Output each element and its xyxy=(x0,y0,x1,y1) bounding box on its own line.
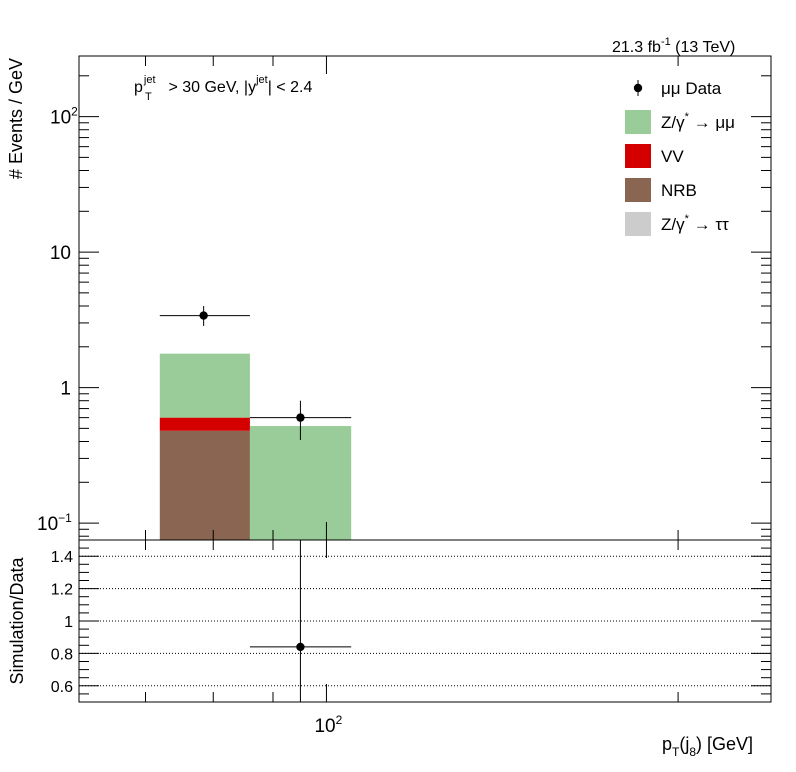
ratio-y-tick-label: 1 xyxy=(64,614,73,631)
y-tick-label: 1 xyxy=(60,379,71,400)
legend-label-0: μμ Data xyxy=(661,79,722,98)
ratio-y-tick-label: 0.8 xyxy=(51,646,73,663)
y-axis-title: # Events / GeV xyxy=(6,58,26,179)
bar-z-bin1 xyxy=(249,426,352,540)
ratio-plot: 0.6 0.8 1 1.2 1.4 102 Simulation/Data pT(j8) [G… xyxy=(7,539,772,759)
bar-nrb-bin0 xyxy=(159,430,250,540)
ratio-y-tick-label: 0.6 xyxy=(51,679,73,696)
legend-swatch-2 xyxy=(625,144,651,168)
legend-data-marker xyxy=(633,83,643,93)
legend-label-3: NRB xyxy=(661,181,697,200)
legend-label-4: Z/γ* → ττ xyxy=(661,213,729,234)
main-plot: 10−1 1 10 102 # Events / GeV xyxy=(6,55,772,541)
x-axis-title: pT(j8) [GeV] xyxy=(662,734,753,759)
data-point-0 xyxy=(199,311,208,320)
svg-text:21.3 fb-1 (13 TeV): 21.3 fb-1 (13 TeV) xyxy=(612,36,735,56)
legend-swatch-1 xyxy=(625,110,651,134)
legend-swatch-3 xyxy=(625,178,651,202)
x-tick-label: 102 xyxy=(314,713,342,737)
cut-label: pjet T > 30 GeV, |yjet| < 2.4 xyxy=(134,74,312,103)
bar-z-bin0 xyxy=(159,353,250,418)
legend-swatch-4 xyxy=(625,212,651,236)
data-point-1 xyxy=(296,413,305,422)
ratio-y-tick-label: 1.2 xyxy=(51,582,73,599)
ratio-y-tick-label: 1.4 xyxy=(51,549,73,566)
y-tick-label: 102 xyxy=(50,105,78,129)
legend: μμ Data Z/γ* → μμ VV NRB Z/γ* → ττ xyxy=(625,79,735,236)
lumi-label: 21.3 fb-1 (13 TeV) xyxy=(612,36,735,56)
bar-vv-bin0 xyxy=(159,417,250,431)
legend-label-1: Z/γ* → μμ xyxy=(661,111,735,132)
y-tick-label: 10−1 xyxy=(37,511,72,535)
ratio-y-axis-title: Simulation/Data xyxy=(7,556,27,684)
y-tick-label: 10 xyxy=(50,243,71,264)
ratio-point-0 xyxy=(296,642,305,652)
legend-label-2: VV xyxy=(661,147,684,166)
